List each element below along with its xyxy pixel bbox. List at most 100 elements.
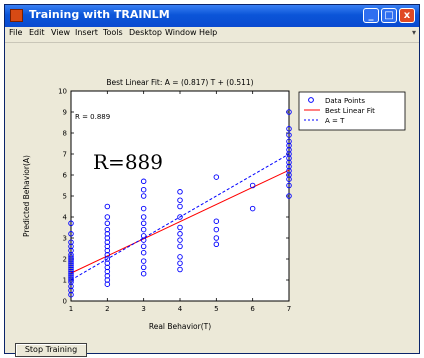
figure-content: Best Linear Fit: A = (0.817) T + (0.511)… — [5, 43, 419, 357]
data-point — [249, 182, 256, 189]
x-axis-label: Real Behavior(T) — [149, 322, 211, 331]
y-axis-label: Predicted Behavior(A) — [22, 155, 31, 237]
data-point — [140, 186, 147, 193]
x-tick-label: 7 — [287, 305, 291, 313]
y-tick-label: 1 — [63, 277, 67, 285]
x-tick-label: 6 — [250, 305, 255, 313]
y-tick-label: 5 — [63, 193, 67, 201]
y-tick-label: 10 — [58, 88, 67, 96]
legend: Data Points Best Linear Fit A = T — [298, 91, 406, 131]
data-point — [177, 266, 183, 273]
x-tick-label: 5 — [214, 305, 218, 313]
x-tick-label: 3 — [141, 305, 145, 313]
identity-line — [70, 153, 290, 281]
fit-lines — [70, 153, 290, 281]
data-point — [104, 214, 111, 220]
y-tick-label: 3 — [63, 235, 67, 243]
data-point — [177, 203, 183, 210]
legend-box — [298, 91, 406, 131]
data-point — [177, 189, 183, 195]
data-point — [68, 254, 74, 260]
data-point — [249, 205, 256, 212]
data-point — [177, 197, 183, 203]
matlab-figure-window: Training with TRAINLM _ □ x File Edit Vi… — [4, 4, 420, 357]
menu-help[interactable]: Help — [199, 28, 218, 37]
legend-marker-data-points — [308, 97, 314, 103]
data-point — [213, 226, 220, 233]
data-point — [140, 249, 147, 256]
y-tick-label: 7 — [63, 151, 67, 159]
data-point — [140, 178, 147, 185]
menu-file[interactable]: File — [9, 28, 23, 37]
menu-tools[interactable]: Tools — [103, 28, 123, 37]
y-tick-label: 4 — [63, 214, 68, 222]
matlab-app-icon — [10, 9, 23, 22]
legend-label-best-fit: Best Linear Fit — [325, 107, 375, 115]
stop-training-button[interactable]: Stop Training — [15, 343, 87, 357]
menu-bar: File Edit View Insert Tools Desktop Wind… — [5, 27, 419, 43]
data-point — [140, 226, 147, 233]
data-point — [177, 260, 183, 266]
x-tick-label: 2 — [105, 305, 109, 313]
data-point — [177, 243, 183, 250]
title-bar[interactable]: Training with TRAINLM _ □ x — [5, 5, 419, 27]
data-point — [177, 254, 183, 260]
data-point — [213, 174, 220, 180]
minimize-button[interactable]: _ — [363, 8, 379, 23]
data-points — [68, 109, 292, 298]
data-point — [286, 138, 292, 145]
data-point — [140, 205, 147, 212]
data-point — [286, 126, 292, 132]
data-point — [68, 231, 74, 237]
plot-axes-box — [70, 90, 290, 302]
data-point — [140, 220, 147, 227]
y-tick-label: 2 — [63, 256, 67, 264]
r-annotation: R = 0.889 — [75, 113, 110, 121]
x-tick-label: 1 — [69, 305, 73, 313]
plot-title: Best Linear Fit: A = (0.817) T + (0.511) — [106, 78, 253, 87]
data-point — [213, 241, 220, 248]
data-point — [140, 270, 147, 277]
menu-window[interactable]: Window — [165, 28, 197, 37]
data-point — [140, 233, 147, 239]
data-point — [68, 220, 74, 227]
y-tick-label: 6 — [63, 172, 68, 180]
window-title: Training with TRAINLM — [29, 8, 170, 21]
menu-view[interactable]: View — [51, 28, 70, 37]
maximize-button[interactable]: □ — [381, 8, 397, 23]
data-point — [68, 239, 74, 245]
close-button[interactable]: x — [399, 8, 415, 23]
y-tick-label: 8 — [63, 130, 67, 138]
data-point — [213, 235, 220, 241]
data-point — [140, 258, 147, 264]
menu-edit[interactable]: Edit — [29, 28, 45, 37]
data-point — [177, 237, 183, 243]
data-point — [177, 214, 183, 220]
legend-label-data-points: Data Points — [325, 97, 365, 105]
data-point — [177, 224, 183, 231]
data-point — [286, 132, 292, 138]
menu-insert[interactable]: Insert — [75, 28, 98, 37]
y-tick-label: 0 — [63, 298, 67, 306]
data-point — [213, 218, 220, 224]
data-point — [104, 203, 111, 210]
data-point — [140, 243, 147, 250]
data-point — [140, 264, 147, 271]
best-fit-line — [70, 169, 290, 274]
y-tick-label: 9 — [63, 109, 67, 117]
x-tick-label: 4 — [178, 305, 183, 313]
legend-label-identity: A = T — [325, 117, 345, 125]
regression-plot: Best Linear Fit: A = (0.817) T + (0.511)… — [22, 78, 406, 331]
r-big-overlay: R=889 — [93, 150, 163, 174]
data-point — [140, 214, 147, 220]
data-point — [104, 226, 111, 233]
data-point — [140, 193, 147, 199]
data-point — [286, 182, 292, 189]
data-point — [104, 220, 111, 227]
menu-desktop[interactable]: Desktop — [129, 28, 162, 37]
data-point — [177, 231, 183, 237]
data-point — [286, 109, 292, 115]
data-point — [286, 193, 292, 199]
menu-overflow-icon[interactable]: ▾ — [411, 28, 416, 37]
